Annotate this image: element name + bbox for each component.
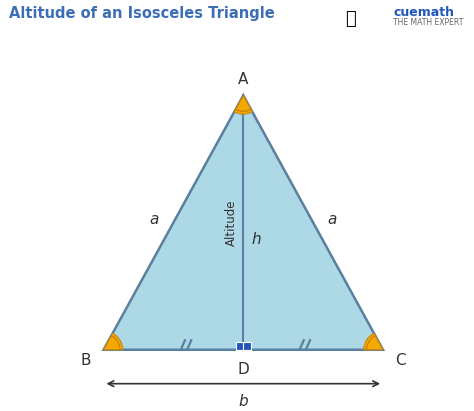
Text: a: a xyxy=(149,212,159,227)
Text: a: a xyxy=(328,212,337,227)
Text: A: A xyxy=(238,72,248,87)
Text: THE MATH EXPERT: THE MATH EXPERT xyxy=(393,18,464,28)
Bar xyxy=(236,342,243,350)
Bar xyxy=(243,342,251,350)
Wedge shape xyxy=(103,333,123,350)
Text: Altitude of an Isosceles Triangle: Altitude of an Isosceles Triangle xyxy=(9,6,275,21)
Text: 🚀: 🚀 xyxy=(346,10,356,28)
Wedge shape xyxy=(364,333,383,350)
Text: cuemath: cuemath xyxy=(393,6,455,19)
Text: b: b xyxy=(238,394,248,409)
Text: h: h xyxy=(252,232,261,247)
Text: C: C xyxy=(395,353,406,368)
Polygon shape xyxy=(103,95,383,350)
Text: B: B xyxy=(81,353,91,368)
Wedge shape xyxy=(234,95,252,114)
Text: D: D xyxy=(237,362,249,376)
Text: Altitude: Altitude xyxy=(225,199,237,246)
